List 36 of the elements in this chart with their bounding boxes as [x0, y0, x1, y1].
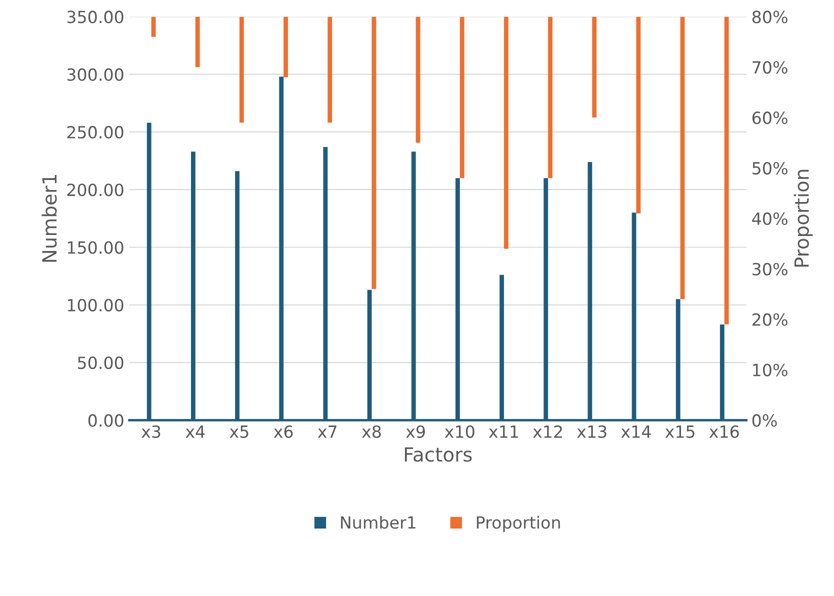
x-tick-label: x10 — [444, 425, 474, 438]
legend-label: Proportion — [476, 516, 560, 532]
x-tick-label: x4 — [186, 426, 205, 438]
y-tick-label: 350.00 — [67, 10, 124, 24]
x-tick-label: x13 — [577, 425, 606, 438]
y-tick-label: 50.00 — [78, 356, 124, 370]
x-tick-label: x8 — [362, 425, 381, 438]
x-tick-label: x15 — [665, 426, 694, 438]
y2-tick-label: 70% — [752, 61, 788, 74]
y-tick-label: 200.00 — [67, 184, 124, 196]
y-tick-label: 100.00 — [68, 298, 124, 312]
x-tick-label: x3 — [142, 425, 160, 438]
y2-tick-label: 40% — [752, 212, 788, 226]
y-tick-label: 300.00 — [67, 68, 124, 81]
y-axis-title: Number1 — [42, 174, 57, 262]
y2-tick-label: 20% — [752, 313, 788, 326]
x-tick-label: x9 — [406, 425, 425, 438]
y2-axis-title: Proportion — [794, 170, 813, 267]
y-tick-label: 0.00 — [88, 414, 124, 427]
y2-tick-label: 80% — [752, 10, 788, 24]
y2-tick-label: 60% — [752, 112, 788, 124]
y-tick-label: 150.00 — [68, 241, 124, 254]
y2-tick-label: 0% — [752, 414, 777, 427]
y2-tick-label: 30% — [752, 262, 788, 276]
x-tick-label: x7 — [318, 426, 336, 438]
x-tick-label: x5 — [230, 426, 248, 438]
x-tick-label: x11 — [488, 426, 518, 438]
y-tick-label: 250.00 — [67, 126, 124, 139]
y2-tick-label: 50% — [752, 162, 788, 175]
x-tick-label: x16 — [709, 425, 739, 438]
legend-label: Number1 — [341, 516, 416, 529]
x-axis-title: Factors — [404, 447, 472, 462]
x-tick-label: x14 — [621, 426, 651, 438]
x-tick-label: x6 — [274, 425, 293, 438]
y2-tick-label: 10% — [753, 364, 788, 376]
x-tick-label: x12 — [533, 425, 562, 438]
